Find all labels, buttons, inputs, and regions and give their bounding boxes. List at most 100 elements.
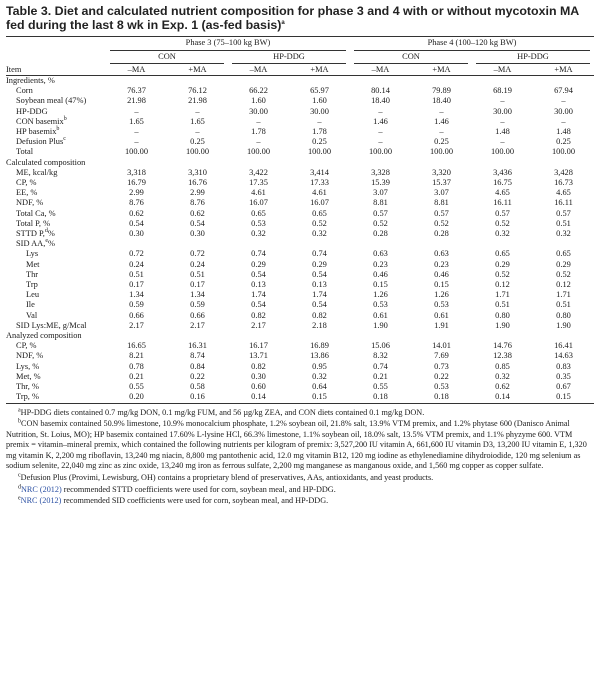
nrc-citation-link[interactable]: NRC (2012) [21,484,62,494]
table-cell: 1.48 [495,127,510,137]
row-label: Val [26,310,38,320]
table-cell: 0.52 [373,218,388,228]
table-cell: 0.55 [129,382,144,392]
table-cell: 0.82 [251,310,266,320]
table-cell: – [317,116,322,126]
table-cell: 16.89 [310,341,329,351]
phase-3-header: Phase 3 (75–100 kg BW) [106,36,350,50]
group-hpddg-phase3: HP-DDG [273,51,305,61]
table-cell: – [134,127,139,137]
footnote-a: aHP-DDG diets contained 0.7 mg/kg DON, 0… [18,406,425,417]
table-cell: 0.14 [472,392,533,404]
table-cell: 15.37 [432,178,451,188]
table-cell: 0.53 [434,300,449,310]
table-cell: 1.90 [556,320,571,330]
table-cell: 15.39 [371,178,390,188]
table-cell: 0.14 [228,392,289,404]
table-cell: 3.07 [373,188,388,198]
table-cell: 1.71 [495,290,510,300]
table-cell: 0.17 [190,280,205,290]
table-cell: 16.31 [188,341,207,351]
table-cell: 0.59 [129,300,144,310]
table-cell: 0.62 [190,208,205,218]
table-cell: 0.61 [373,310,388,320]
table-cell: 7.69 [434,351,449,361]
table-cell: 0.54 [251,269,266,279]
table-cell: 0.23 [434,259,449,269]
table-row: Trp, % 0.20 0.16 0.14 0.15 0.18 0.18 0.14 0.15 [6,392,594,404]
table-cell: 4.65 [495,188,510,198]
item-column-header: Item [6,64,106,76]
table-cell: 0.18 [411,392,472,404]
table-cell: – [256,116,261,126]
table-cell: 0.15 [533,392,594,404]
table-row: Soybean meal (47%) 21.98 21.98 1.60 1.60 18.4… [6,96,594,106]
row-label: Total Ca, % [16,208,56,218]
row-label: NDF, % [16,198,44,208]
row-label: CP, % [16,178,37,188]
table-cell [533,239,594,249]
row-label: Met, % [16,371,41,381]
table-cell: 16.11 [554,198,573,208]
table-cell: 2.99 [129,188,144,198]
table-row: NDF, % 8.76 8.76 16.07 16.07 8.81 8.81 16.11 16.… [6,198,594,208]
table-cell: 0.25 [434,137,449,147]
table-cell [411,239,472,249]
table-cell: 0.29 [495,259,510,269]
table-cell: 0.57 [556,208,571,218]
nrc-citation-link[interactable]: NRC (2012) [20,496,62,506]
table-cell: 16.17 [249,341,268,351]
table-row: Total P, % 0.54 0.54 0.53 0.52 0.52 0.52 0.52 0.… [6,219,594,229]
table-cell: 15.06 [371,341,390,351]
row-label: Total P, % [16,218,51,228]
table-cell: 0.74 [373,361,388,371]
table-row: Corn 76.37 76.12 66.22 65.97 80.14 79.89 68.19 6… [6,86,594,96]
table-cell: 0.32 [495,229,510,239]
column-header: +MA [167,64,228,76]
table-row: NDF, % 8.21 8.74 13.71 13.86 8.32 7.69 12.38 14.… [6,351,594,361]
table-cell: – [561,96,566,106]
table-cell: – [561,116,566,126]
section-label: Ingredients, % [6,76,55,85]
table-cell: 0.13 [312,280,327,290]
table-cell: 0.59 [190,300,205,310]
table-cell: 0.12 [495,280,510,290]
table-cell: 0.55 [373,382,388,392]
table-row: Lys, % 0.78 0.84 0.82 0.95 0.74 0.73 0.85 0.83 [6,362,594,372]
table-cell: 0.16 [167,392,228,404]
table-cell: 1.26 [434,290,449,300]
table-cell: 1.48 [556,127,571,137]
table-cell: 0.64 [312,382,327,392]
table-cell: – [500,116,505,126]
table-cell: 3,436 [493,167,512,177]
table-cell: 0.32 [556,229,571,239]
table-cell: 100.00 [307,147,332,157]
footnote-b: bCON basemix contained 50.9% limestone, … [6,418,587,471]
group-hpddg-phase4: HP-DDG [517,51,549,61]
row-label: HP basemixb [16,126,60,137]
table-cell: 12.38 [493,351,512,361]
table-cell: 17.35 [249,178,268,188]
footnotes: aHP-DDG diets contained 0.7 mg/kg DON, 0… [6,406,594,507]
table-cell: 0.80 [556,310,571,320]
table-cell: 3,318 [127,167,146,177]
table-cell: 1.26 [373,290,388,300]
table-cell: – [439,106,444,116]
table-cell: 0.65 [312,208,327,218]
table-cell: 0.72 [190,249,205,259]
table-cell: 8.76 [190,198,205,208]
table-cell: – [500,137,505,147]
phase-3-label: Phase 3 (75–100 kg BW) [185,38,271,48]
table-cell: 13.86 [310,351,329,361]
table-cell: 3.07 [434,188,449,198]
table-cell: 0.63 [373,249,388,259]
table-cell: 0.51 [556,300,571,310]
table-cell: 0.28 [434,229,449,239]
table-cell: 30.00 [554,106,573,116]
row-label: HP-DDG [16,106,48,116]
table-header: Phase 3 (75–100 kg BW) Phase 4 (100–120 … [6,36,594,76]
table-cell: 0.52 [312,218,327,228]
table-row: Total Ca, % 0.62 0.62 0.65 0.65 0.57 0.57 0.57 0… [6,209,594,219]
table-cell: 0.35 [556,371,571,381]
table-cell: 2.99 [190,188,205,198]
